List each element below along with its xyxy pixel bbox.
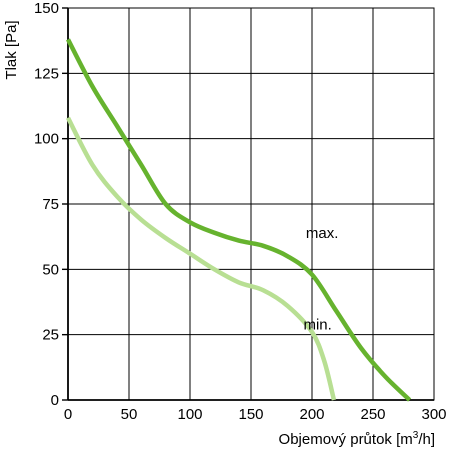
y-tick-label: 25 xyxy=(42,327,59,344)
x-axis-label: Objemový průtok [m3/h] xyxy=(279,430,435,448)
series-label-min: min. xyxy=(303,316,331,333)
series-line-max xyxy=(66,38,412,402)
y-tick-label: 100 xyxy=(34,131,59,148)
series-labels: max. min. xyxy=(303,225,338,333)
y-tick-label: 150 xyxy=(34,0,59,17)
x-axis-label-suffix: /h] xyxy=(418,431,435,448)
x-axis-label-prefix: Objemový průtok [m xyxy=(279,431,413,448)
x-tick-label: 50 xyxy=(121,406,138,423)
x-tick-label: 300 xyxy=(421,406,446,423)
x-tick-label: 100 xyxy=(177,406,202,423)
x-tick-label: 200 xyxy=(299,406,324,423)
y-tick-label: 125 xyxy=(34,65,59,82)
x-tick-label: 0 xyxy=(64,406,72,423)
y-tick-label: 50 xyxy=(42,261,59,278)
x-axis-label-superscript: 3 xyxy=(413,430,419,441)
y-tick-label: 0 xyxy=(51,392,59,409)
tick-labels: 0 50 100 150 200 250 300 0 25 50 75 100 125 150 xyxy=(34,0,447,423)
series-label-max: max. xyxy=(306,225,339,242)
series-line-min xyxy=(66,116,337,401)
y-tick-label: 75 xyxy=(42,196,59,213)
plot-frame xyxy=(67,7,435,401)
x-tick-label: 150 xyxy=(238,406,263,423)
y-axis-label: Tlak [Pa] xyxy=(3,20,20,79)
series-layer xyxy=(66,38,412,402)
x-tick-label: 250 xyxy=(360,406,385,423)
